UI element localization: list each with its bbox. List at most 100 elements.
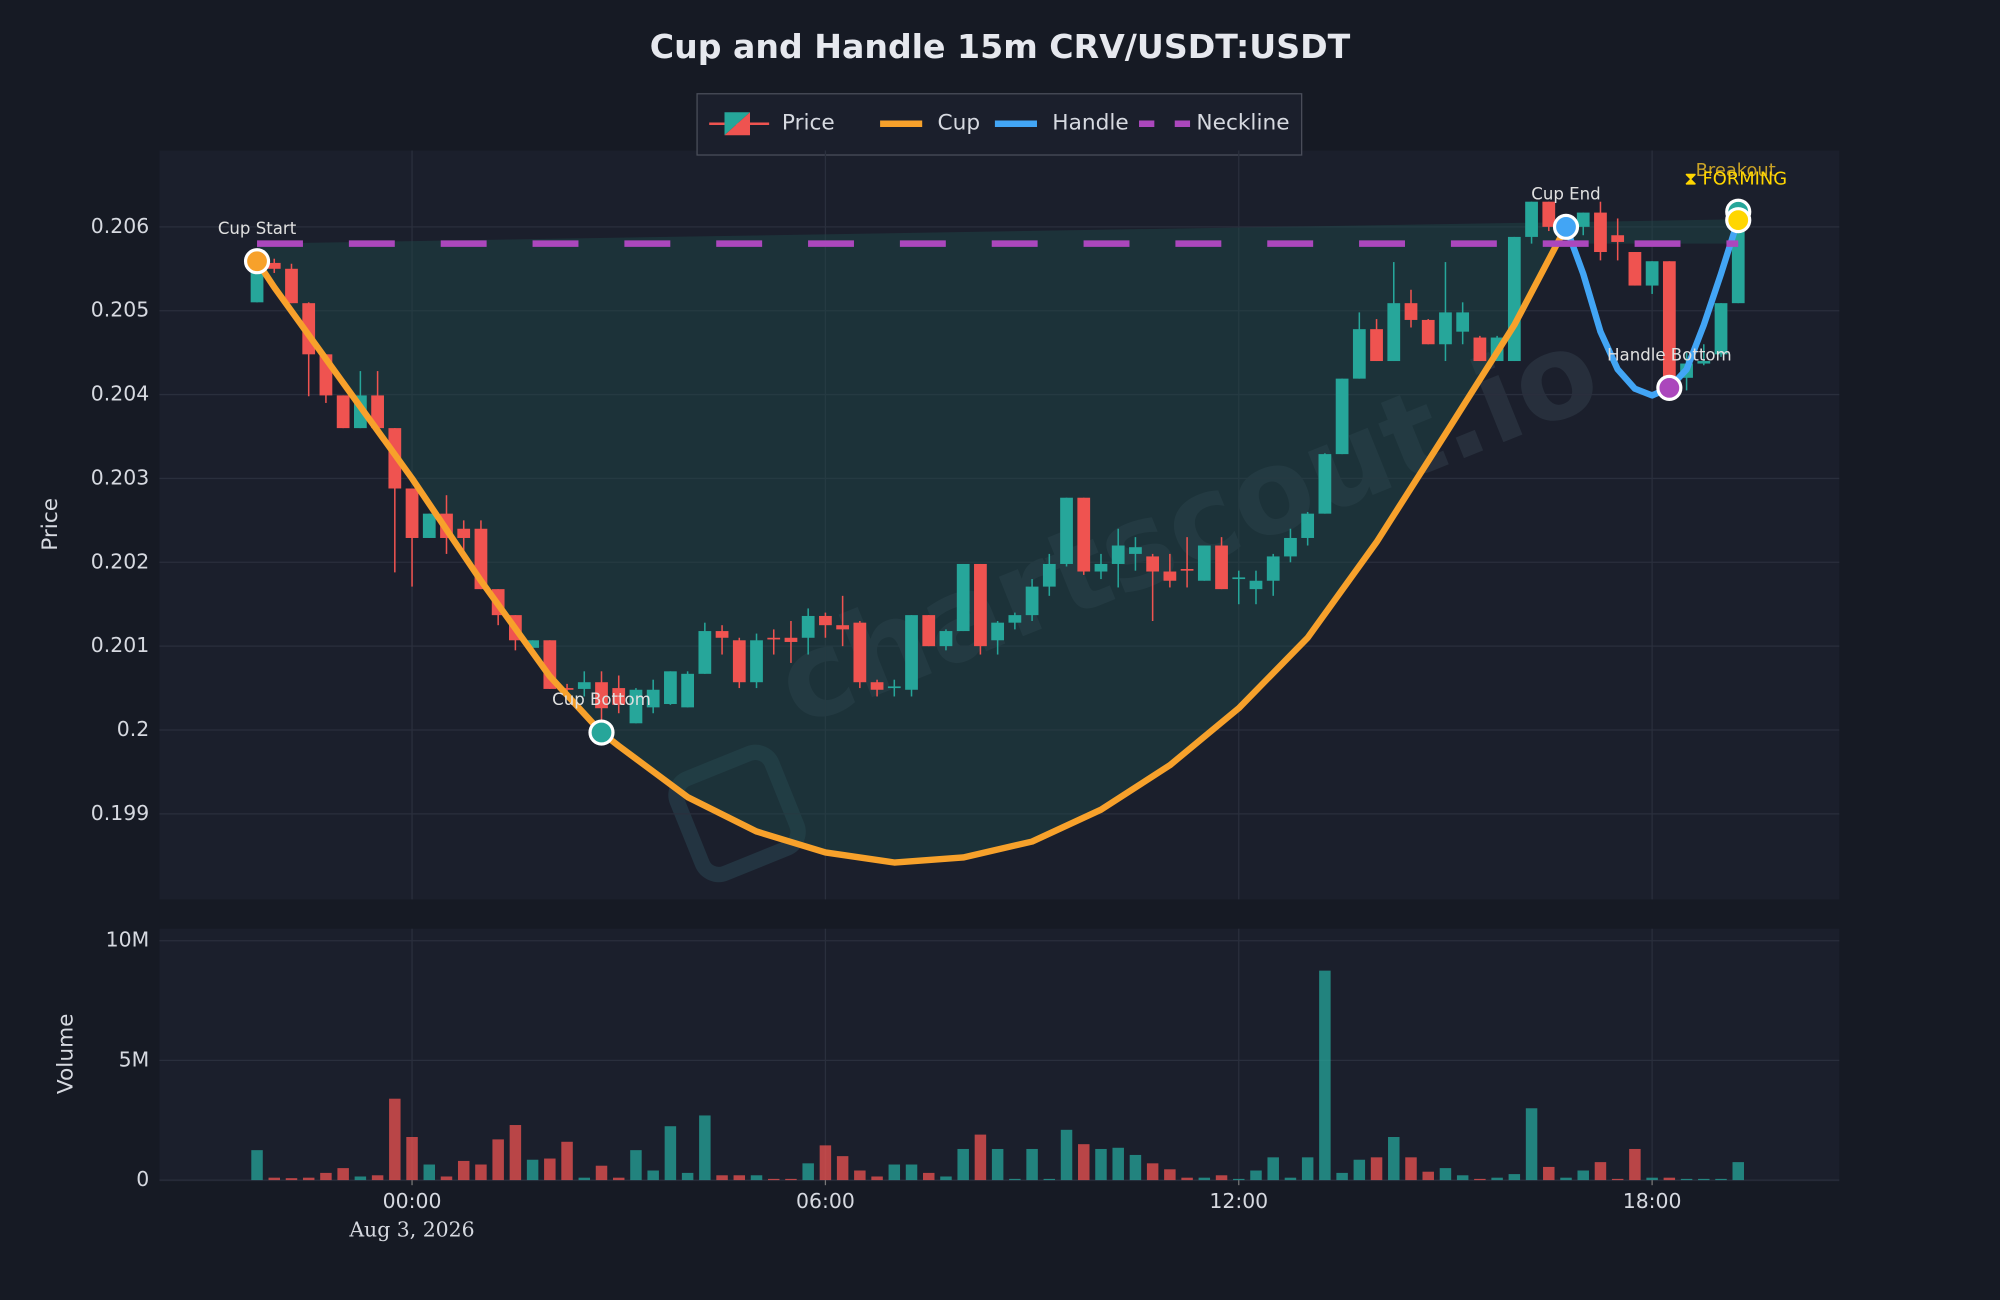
pattern-point xyxy=(1656,374,1683,401)
volume-bar xyxy=(1715,1178,1727,1181)
volume-bar xyxy=(1508,1174,1521,1181)
volume-bar xyxy=(1370,1157,1383,1181)
pattern-point-label: Cup Bottom xyxy=(552,690,651,709)
pattern-point-label: Handle Bottom xyxy=(1607,345,1732,364)
watermark-logo xyxy=(668,744,806,883)
volume-bar xyxy=(905,1164,918,1181)
candle-body xyxy=(1594,212,1607,253)
candle-body xyxy=(1645,261,1659,286)
volume-bar xyxy=(1577,1170,1589,1181)
candle-body xyxy=(1077,497,1091,572)
volume-bar xyxy=(337,1168,349,1181)
candle-body xyxy=(1042,563,1056,587)
volume-bar xyxy=(285,1178,298,1181)
volume-bar xyxy=(526,1159,539,1181)
volume-bar xyxy=(681,1172,694,1181)
y-tick-label: 0.199 xyxy=(91,801,149,825)
volume-bar xyxy=(940,1176,952,1181)
volume-bar xyxy=(1663,1177,1676,1181)
candle-body xyxy=(681,673,694,708)
candle-body xyxy=(887,686,901,689)
volume-bar xyxy=(578,1177,591,1181)
candle-body xyxy=(939,631,953,647)
pattern-point-label: Cup Start xyxy=(218,219,297,238)
volume-bar xyxy=(561,1141,573,1181)
candle-body xyxy=(1215,545,1228,590)
volume-bar xyxy=(1215,1175,1228,1181)
volume-bar xyxy=(819,1145,832,1181)
y-axis-label: Price xyxy=(38,498,63,551)
candle-body xyxy=(767,637,781,640)
volume-bar xyxy=(1284,1177,1297,1181)
volume-bar xyxy=(1060,1129,1073,1181)
volume-bar xyxy=(802,1163,814,1181)
candle-body xyxy=(715,631,729,638)
candle-body xyxy=(646,689,660,708)
volume-bar xyxy=(974,1134,987,1181)
volume-bar xyxy=(1026,1148,1038,1181)
candle-body xyxy=(1456,312,1470,332)
volume-bar xyxy=(888,1164,901,1181)
candle-body xyxy=(1163,571,1177,581)
volume-bar xyxy=(1146,1163,1159,1181)
candle-body xyxy=(577,682,591,689)
volume-bar xyxy=(1646,1177,1658,1181)
candle-body xyxy=(1146,556,1160,572)
volume-bar xyxy=(1629,1148,1641,1181)
volume-bar xyxy=(630,1150,642,1181)
volume-bar xyxy=(923,1172,935,1181)
candle-body xyxy=(526,640,539,648)
candle-body xyxy=(1249,580,1263,590)
volume-bar xyxy=(1078,1144,1090,1181)
volume-bar xyxy=(1181,1177,1193,1181)
volume-bar xyxy=(457,1160,470,1181)
pattern-point xyxy=(1552,213,1580,240)
volume-bar xyxy=(1543,1166,1555,1181)
candle-body xyxy=(732,640,746,683)
volume-bar xyxy=(750,1175,763,1181)
volume-bar xyxy=(320,1172,332,1181)
candle-body xyxy=(371,395,384,429)
y-tick-label: 0.201 xyxy=(91,633,149,657)
y-tick-label: 0.205 xyxy=(91,298,149,322)
candle-body xyxy=(991,622,1005,641)
y-tick-label: 0.206 xyxy=(91,214,149,238)
volume-bar xyxy=(836,1156,849,1181)
volume-bar xyxy=(957,1148,969,1181)
volume-bar xyxy=(475,1164,487,1181)
volume-bar xyxy=(871,1176,883,1181)
volume-bar xyxy=(1095,1148,1107,1181)
candle-body xyxy=(595,682,608,709)
volume-bar xyxy=(1491,1177,1503,1181)
volume-bar xyxy=(854,1170,866,1181)
volume-bar xyxy=(268,1177,281,1181)
y-tick-label: 0.2 xyxy=(117,717,149,741)
volume-tick-label: 10M xyxy=(106,928,150,952)
candle-body xyxy=(267,262,281,269)
volume-bar xyxy=(371,1175,384,1181)
volume-bar xyxy=(1439,1168,1452,1181)
legend-icon xyxy=(724,112,750,136)
volume-bar xyxy=(1594,1162,1607,1181)
legend-label: Neckline xyxy=(1196,111,1289,136)
overlay-line xyxy=(1562,216,1742,399)
volume-bar xyxy=(647,1170,659,1181)
candle-body xyxy=(1542,201,1556,227)
candle-body xyxy=(1370,329,1383,362)
candle-body xyxy=(1525,201,1538,237)
candle-body xyxy=(801,615,815,638)
volume-bar xyxy=(595,1165,608,1181)
legend-label: Cup xyxy=(938,111,981,136)
pattern-point-label: ⧗ FORMING xyxy=(1684,168,1787,189)
pattern-point-label: Cup End xyxy=(1531,184,1600,203)
volume-axis-label: Volume xyxy=(53,1013,78,1094)
candle-body xyxy=(1714,303,1728,355)
volume-bar xyxy=(1611,1178,1624,1181)
candle-body xyxy=(1697,361,1711,364)
candle-body xyxy=(1507,236,1521,362)
volume-bar xyxy=(1164,1169,1176,1181)
volume-bar xyxy=(612,1177,625,1181)
volume-bar xyxy=(664,1126,677,1181)
